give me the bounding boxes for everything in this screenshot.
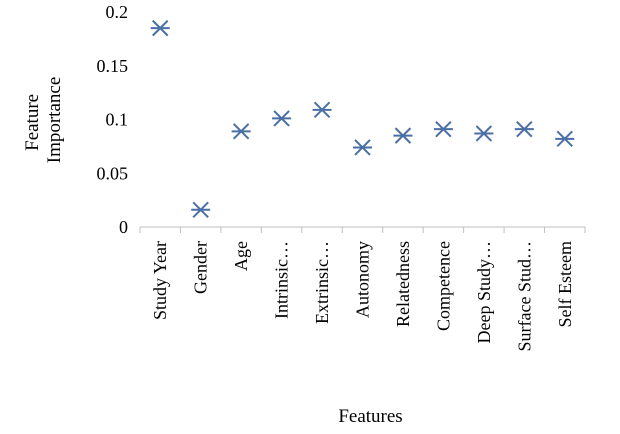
category-label: Competence [433,241,453,331]
data-point [231,123,251,140]
category-label: Deep Study… [474,241,494,344]
data-point [555,130,575,148]
data-point [312,101,332,119]
y-tick-label: 0.15 [97,56,129,76]
data-point [433,120,453,138]
data-point [272,110,292,127]
data-point [191,201,211,219]
category-label: Surface Stud… [514,241,534,351]
data-point [474,125,494,142]
x-axis-ticks [139,227,586,233]
category-label: Relatedness [393,241,413,327]
category-label: Autonomy [353,241,373,318]
category-label: Gender [191,241,211,294]
category-label: Self Esteem [555,241,575,327]
category-label: Study Year [150,241,170,320]
data-points [150,19,575,219]
y-axis-title-line-1: Feature [22,94,43,151]
category-label: Intrinsic… [272,241,292,319]
category-labels: Study Year Gender Age Intrinsic… Extrinsic… A… [150,241,575,351]
data-point [150,19,170,37]
data-point [514,120,534,138]
y-axis-title-line-2: Importance [44,77,65,164]
y-axis-ticks: 0 0.05 0.1 0.15 0.2 [97,2,129,237]
category-label: Age [231,241,251,271]
y-tick-label: 0.1 [106,110,129,130]
y-tick-label: 0.05 [97,163,129,183]
y-tick-label: 0.2 [106,2,129,22]
category-label: Extrinsic… [312,241,332,324]
data-point [393,127,413,144]
data-point [353,139,372,156]
x-axis-title: Features [338,406,402,427]
y-axis-title: Feature Importance [22,77,65,164]
y-tick-label: 0 [119,217,128,237]
